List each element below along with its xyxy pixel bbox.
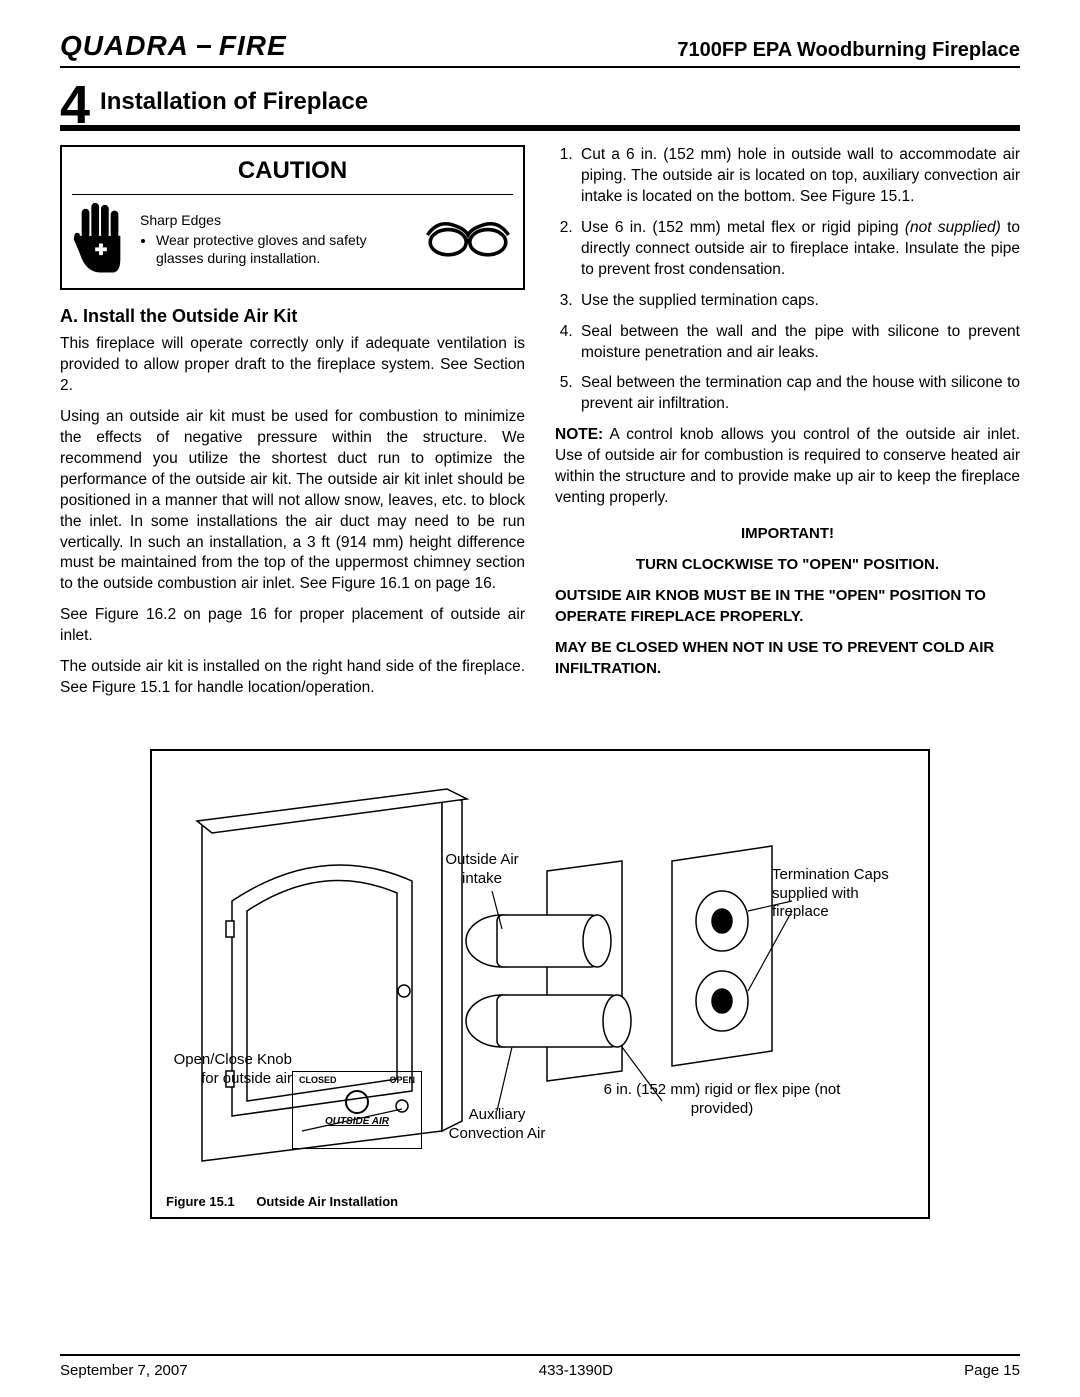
left-p3: See Figure 16.2 on page 16 for proper pl… xyxy=(60,605,525,647)
footer-date: September 7, 2007 xyxy=(60,1362,188,1379)
label-aux-convection: Auxiliary Convection Air xyxy=(442,1106,552,1144)
fireplace-diagram xyxy=(152,751,932,1221)
caution-box: CAUTION Sharp Edges Wear protective glov… xyxy=(60,145,525,290)
footer-page: Page 15 xyxy=(964,1362,1020,1379)
page-footer: September 7, 2007 433-1390D Page 15 xyxy=(60,1354,1020,1379)
important-1: IMPORTANT! xyxy=(555,523,1020,544)
label-termination-caps: Termination Caps supplied with fireplace xyxy=(772,866,902,922)
note-text: A control knob allows you control of the… xyxy=(555,426,1020,506)
safety-glasses-icon xyxy=(423,217,513,262)
knob-open: OPEN xyxy=(389,1075,415,1085)
section-number: 4 xyxy=(60,84,90,127)
label-outside-air-intake: Outside Air intake xyxy=(432,851,532,889)
left-p4: The outside air kit is installed on the … xyxy=(60,657,525,699)
step-2a: Use 6 in. (152 mm) metal flex or rigid p… xyxy=(581,219,905,236)
brand-dash-icon xyxy=(197,45,211,48)
subsection-a-title: A. Install the Outside Air Kit xyxy=(60,304,525,328)
note-block: NOTE: A control knob allows you control … xyxy=(555,425,1020,509)
step-3: Use the supplied termination caps. xyxy=(577,291,1020,312)
figure-title: Outside Air Installation xyxy=(256,1194,398,1209)
knob-inset: CLOSED OPEN OUTSIDE AIR xyxy=(292,1071,422,1149)
label-open-close-knob: Open/Close Knob for outside air xyxy=(172,1051,292,1089)
note-label: NOTE: xyxy=(555,426,603,443)
figure-number: Figure 15.1 xyxy=(166,1194,235,1209)
knob-closed: CLOSED xyxy=(299,1075,337,1085)
label-rigid-flex-pipe: 6 in. (152 mm) rigid or flex pipe (not p… xyxy=(592,1081,852,1119)
step-1: Cut a 6 in. (152 mm) hole in outside wal… xyxy=(577,145,1020,208)
page-header: QUADRA FIRE 7100FP EPA Woodburning Firep… xyxy=(60,30,1020,68)
footer-docnum: 433-1390D xyxy=(539,1362,613,1379)
caution-bullet: Wear protective gloves and safety glasse… xyxy=(156,231,413,267)
knob-label: OUTSIDE AIR xyxy=(293,1116,421,1127)
step-2-italic: (not supplied) xyxy=(905,219,1001,236)
model-title: 7100FP EPA Woodburning Fireplace xyxy=(677,39,1020,62)
section-heading: 4 Installation of Fireplace xyxy=(60,80,1020,131)
important-block: IMPORTANT! TURN CLOCKWISE TO "OPEN" POSI… xyxy=(555,523,1020,679)
section-title: Installation of Fireplace xyxy=(100,88,368,116)
step-2: Use 6 in. (152 mm) metal flex or rigid p… xyxy=(577,218,1020,281)
caution-text: Sharp Edges Wear protective gloves and s… xyxy=(140,211,413,268)
figure-caption: Figure 15.1 Outside Air Installation xyxy=(166,1194,398,1209)
step-5: Seal between the termination cap and the… xyxy=(577,373,1020,415)
left-column: CAUTION Sharp Edges Wear protective glov… xyxy=(60,145,525,709)
important-3: OUTSIDE AIR KNOB MUST BE IN THE "OPEN" P… xyxy=(555,585,1020,627)
right-column: Cut a 6 in. (152 mm) hole in outside wal… xyxy=(555,145,1020,709)
install-steps: Cut a 6 in. (152 mm) hole in outside wal… xyxy=(577,145,1020,415)
brand-logo: QUADRA FIRE xyxy=(60,30,287,62)
figure-15-1: Outside Air intake Termination Caps supp… xyxy=(150,749,930,1219)
brand-left: QUADRA xyxy=(60,30,189,62)
body-columns: CAUTION Sharp Edges Wear protective glov… xyxy=(60,145,1020,709)
hand-stop-icon xyxy=(72,201,130,278)
knob-circle-icon xyxy=(345,1090,369,1114)
important-2: TURN CLOCKWISE TO "OPEN" POSITION. xyxy=(555,554,1020,575)
caution-title: CAUTION xyxy=(72,155,513,194)
important-4: MAY BE CLOSED WHEN NOT IN USE TO PREVENT… xyxy=(555,637,1020,679)
left-p2: Using an outside air kit must be used fo… xyxy=(60,407,525,595)
brand-right: FIRE xyxy=(219,30,287,62)
left-p1: This fireplace will operate correctly on… xyxy=(60,334,525,397)
caution-heading: Sharp Edges xyxy=(140,211,413,229)
step-4: Seal between the wall and the pipe with … xyxy=(577,322,1020,364)
